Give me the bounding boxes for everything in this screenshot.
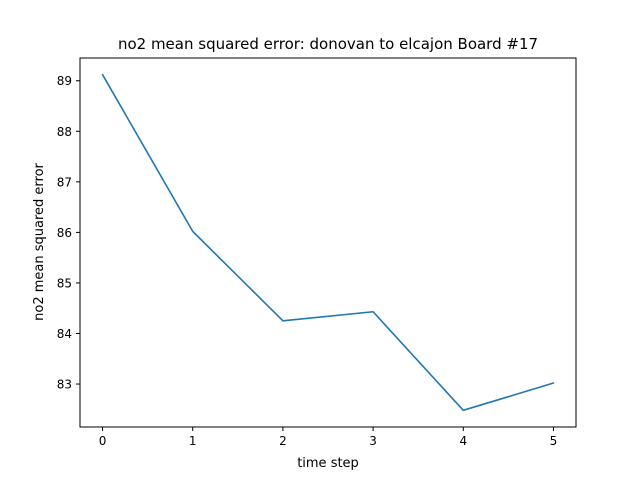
- y-tick-label: 88: [57, 125, 72, 139]
- series-layer: [101, 73, 555, 412]
- x-tick-label: 1: [189, 434, 197, 448]
- y-axis-label: no2 mean squared error: [32, 162, 47, 320]
- y-tick-label: 83: [57, 378, 72, 392]
- x-axis: 0 1 2 3 4 5: [99, 427, 558, 448]
- plot-area: [79, 57, 577, 428]
- y-tick-label: 86: [57, 226, 72, 240]
- chart-title: no2 mean squared error: donovan to elcaj…: [118, 35, 538, 53]
- x-tick-label: 2: [279, 434, 287, 448]
- series-line: [101, 73, 555, 412]
- y-tick-label: 84: [57, 327, 72, 341]
- y-axis: 83 84 85 86 87 88 89: [57, 74, 80, 392]
- y-tick-label: 85: [57, 276, 72, 290]
- x-tick-label: 4: [459, 434, 467, 448]
- y-tick-label: 89: [57, 74, 72, 88]
- x-tick-label: 5: [550, 434, 558, 448]
- x-tick-label: 0: [99, 434, 107, 448]
- plot-frame: [79, 57, 577, 428]
- x-axis-label: time step: [297, 456, 359, 471]
- y-tick-label: 87: [57, 175, 72, 189]
- x-tick-label: 3: [369, 434, 377, 448]
